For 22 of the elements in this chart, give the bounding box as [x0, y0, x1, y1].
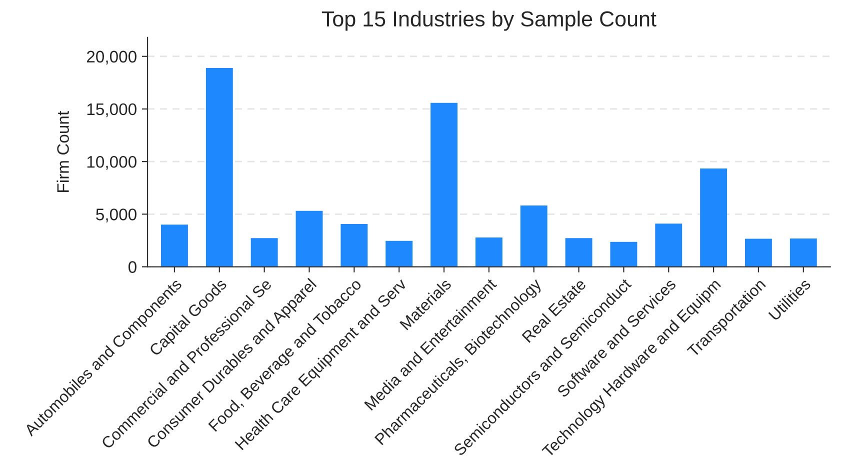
bar [161, 224, 188, 267]
bar [475, 238, 502, 267]
bar [745, 238, 772, 267]
y-tick-label: 0 [128, 261, 136, 273]
bar [565, 238, 592, 267]
bar [790, 238, 817, 267]
bar [296, 210, 323, 267]
y-tick-label: 15,000 [87, 103, 136, 118]
y-tick-label: 5,000 [96, 208, 136, 222]
bar [206, 68, 233, 267]
chart-title: Top 15 Industries by Sample Count [322, 10, 656, 31]
bar [610, 242, 638, 267]
y-tick-label: 10,000 [87, 156, 136, 170]
bar [700, 168, 728, 267]
bar [655, 224, 682, 267]
bar [520, 206, 548, 267]
bar [430, 102, 458, 267]
bar [386, 240, 413, 267]
y-axis-title: Firm Count [56, 111, 69, 192]
bar [340, 224, 368, 267]
bar [250, 238, 278, 267]
y-tick-label: 20,000 [86, 50, 136, 65]
